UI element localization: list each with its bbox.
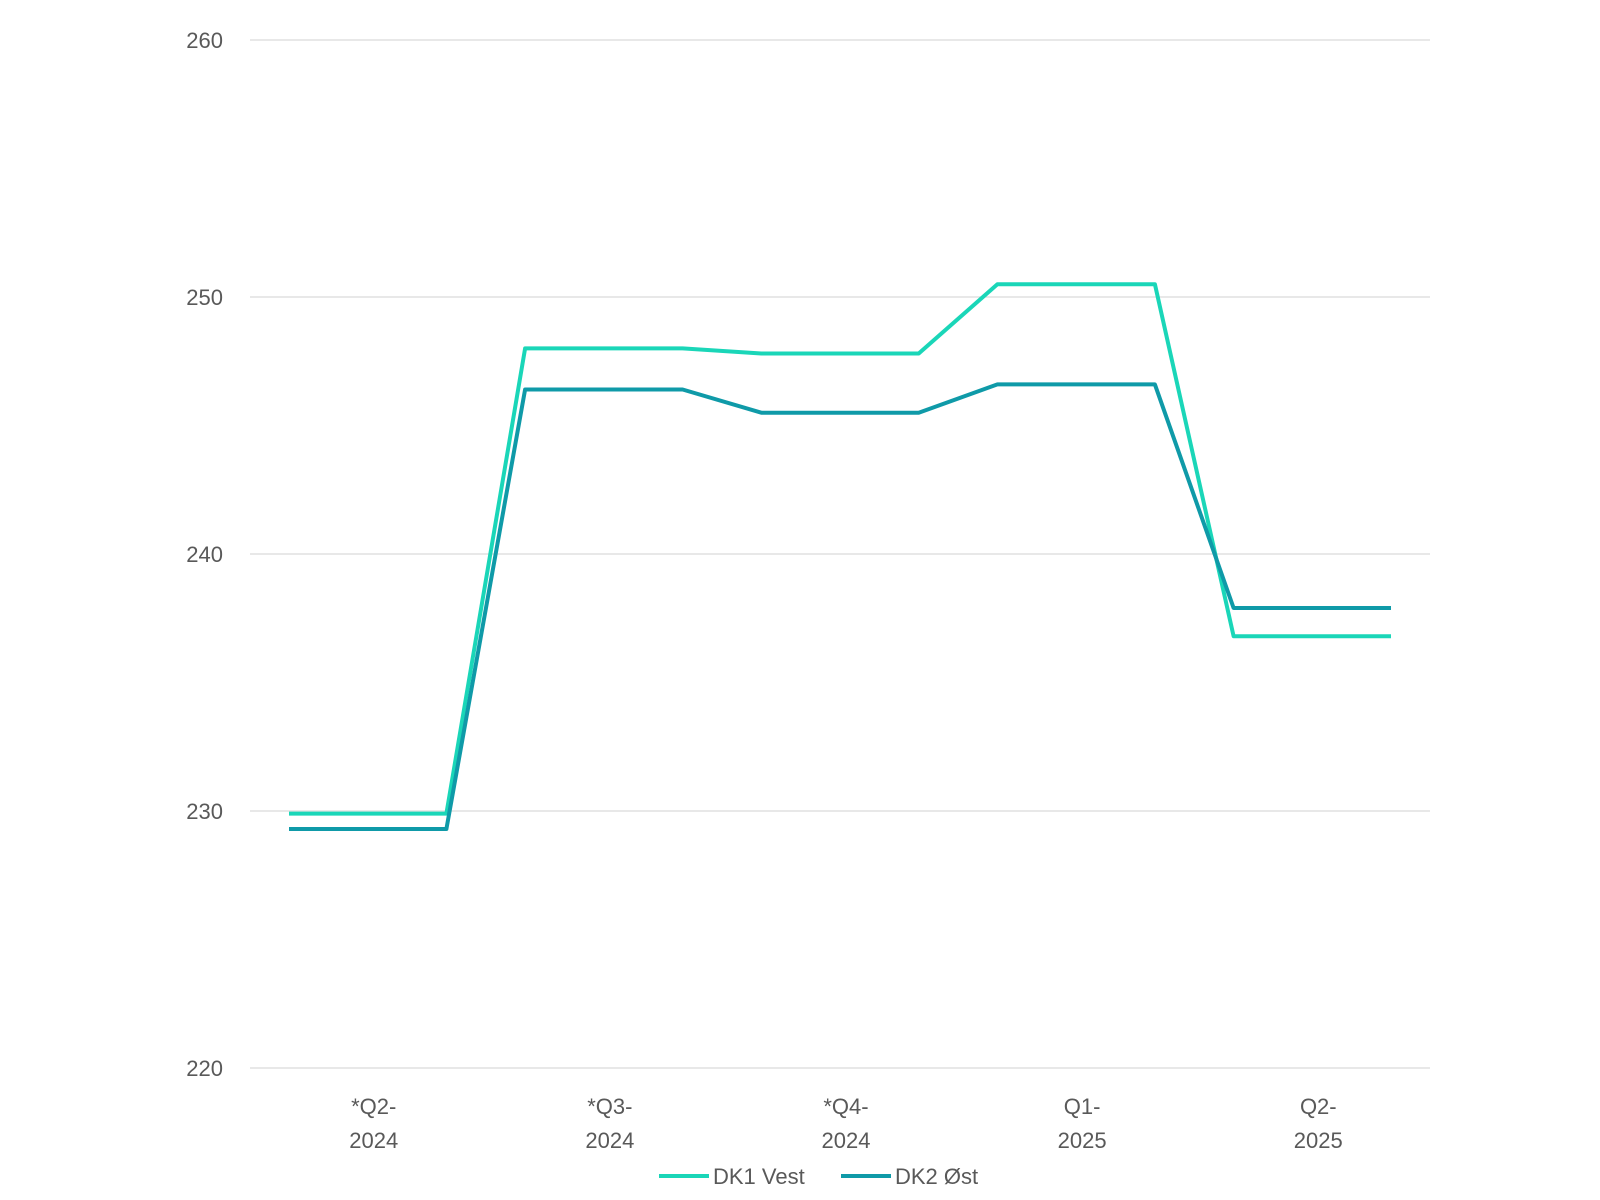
data-point xyxy=(367,813,368,814)
data-point xyxy=(840,412,841,413)
legend-label: DK2 Øst xyxy=(895,1164,978,1189)
data-point xyxy=(1076,384,1077,385)
data-point xyxy=(1154,284,1155,285)
data-point xyxy=(840,353,841,354)
x-tick-label-line2: 2024 xyxy=(585,1128,634,1153)
data-point xyxy=(682,348,683,349)
data-point xyxy=(603,389,604,390)
y-tick-label: 250 xyxy=(186,285,223,310)
data-point xyxy=(918,412,919,413)
x-tick-label-line1: *Q2- xyxy=(351,1094,396,1119)
gridlines xyxy=(250,39,1430,1069)
data-point xyxy=(1154,384,1155,385)
x-tick-label-line1: *Q3- xyxy=(587,1094,632,1119)
data-point xyxy=(603,348,604,349)
x-axis-ticks: *Q2- 2024 *Q3- 2024 *Q4- 2024 Q1- 2025 Q2- 2025 xyxy=(349,1094,1343,1153)
x-tick-label: Q2- 2025 xyxy=(1294,1094,1343,1153)
data-point xyxy=(289,828,290,829)
x-tick-label-line2: 2025 xyxy=(1058,1128,1107,1153)
data-point xyxy=(1076,284,1077,285)
x-tick-label-line2: 2024 xyxy=(822,1128,871,1153)
x-tick-label-line1: Q2- xyxy=(1300,1094,1337,1119)
data-point xyxy=(761,412,762,413)
data-point xyxy=(525,389,526,390)
data-point xyxy=(682,389,683,390)
data-point xyxy=(997,284,998,285)
legend: DK1 Vest DK2 Øst xyxy=(659,1164,978,1189)
data-point xyxy=(918,353,919,354)
series-line-dk2-st xyxy=(289,382,1391,831)
legend-item-dk1-vest: DK1 Vest xyxy=(659,1164,805,1189)
y-tick-label: 240 xyxy=(186,542,223,567)
data-point xyxy=(997,384,998,385)
y-tick-label: 230 xyxy=(186,799,223,824)
data-point xyxy=(446,828,447,829)
data-point xyxy=(1312,636,1313,637)
data-point xyxy=(289,813,290,814)
data-point xyxy=(446,813,447,814)
x-tick-label: *Q2- 2024 xyxy=(349,1094,398,1153)
data-point xyxy=(1391,607,1392,608)
x-tick-label-line1: *Q4- xyxy=(823,1094,868,1119)
legend-item-dk2-st: DK2 Øst xyxy=(841,1164,978,1189)
data-point xyxy=(525,348,526,349)
x-tick-label-line2: 2025 xyxy=(1294,1128,1343,1153)
data-point xyxy=(761,353,762,354)
data-point xyxy=(1233,607,1234,608)
y-tick-label: 220 xyxy=(186,1056,223,1081)
series-line-dk1-vest xyxy=(289,282,1391,816)
legend-label: DK1 Vest xyxy=(713,1164,805,1189)
x-tick-label: Q1- 2025 xyxy=(1058,1094,1107,1153)
x-tick-label: *Q3- 2024 xyxy=(585,1094,634,1153)
x-tick-label-line2: 2024 xyxy=(349,1128,398,1153)
y-tick-label: 260 xyxy=(186,28,223,53)
x-tick-label: *Q4- 2024 xyxy=(822,1094,871,1153)
data-point xyxy=(1312,607,1313,608)
y-axis-ticks: 220 230 240 250 260 xyxy=(186,28,223,1081)
x-tick-label-line1: Q1- xyxy=(1064,1094,1101,1119)
data-point xyxy=(1391,636,1392,637)
data-point xyxy=(367,828,368,829)
series-lines xyxy=(289,282,1392,831)
data-point xyxy=(1233,636,1234,637)
